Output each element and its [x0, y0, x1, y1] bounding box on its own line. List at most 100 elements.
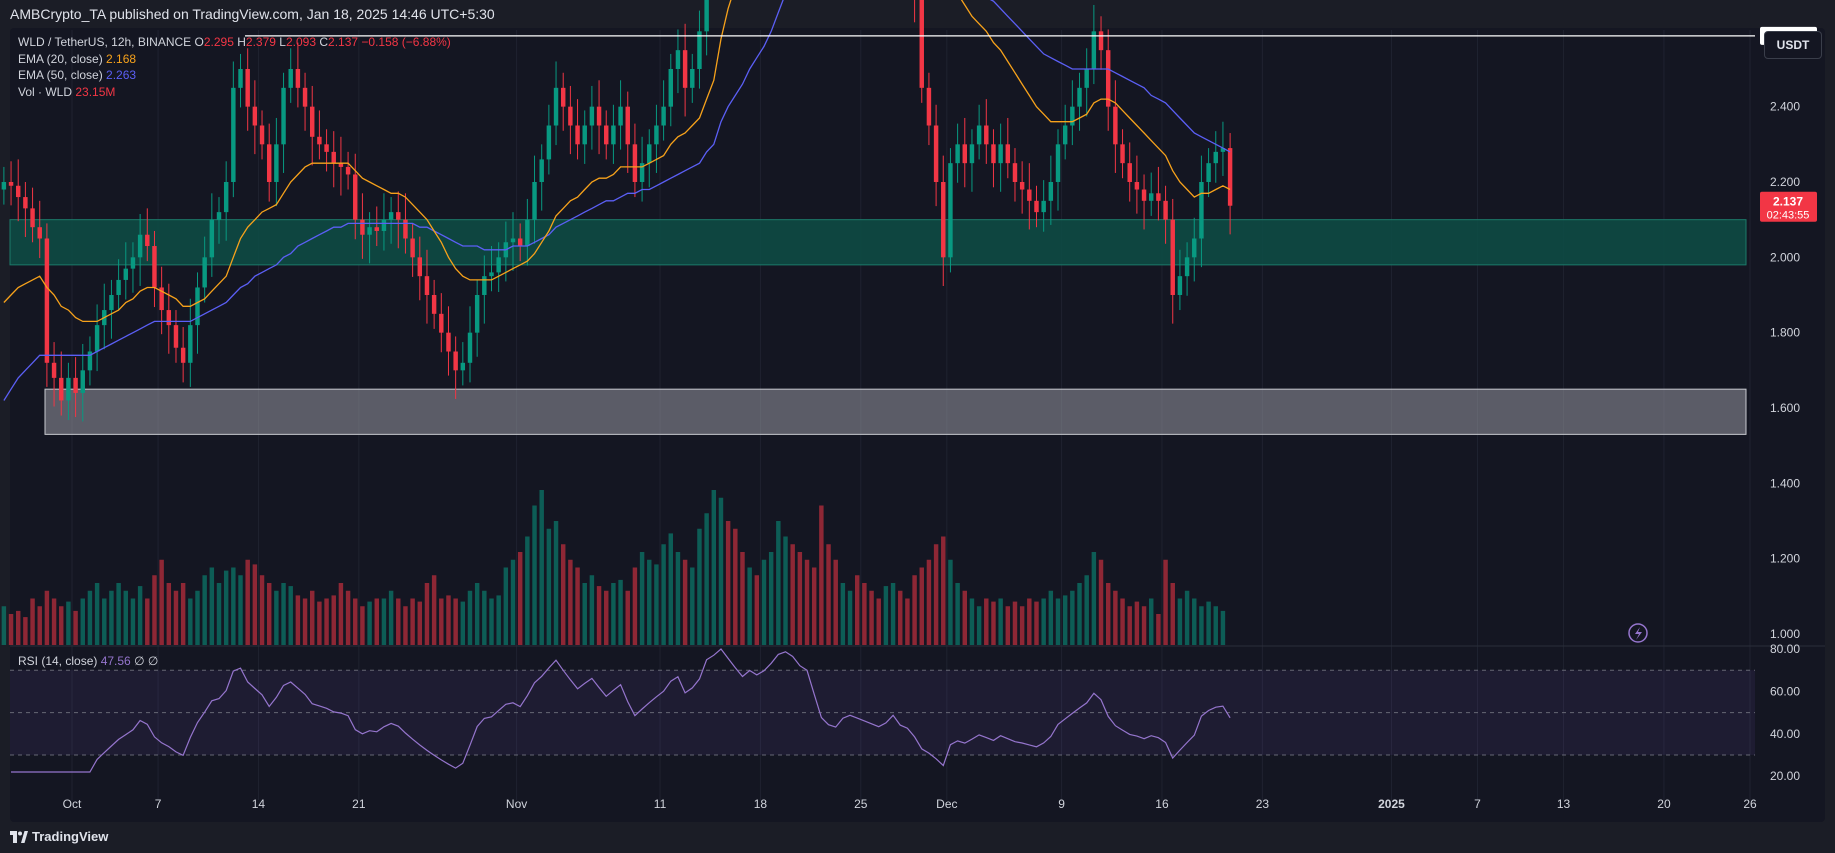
- candle-body: [317, 136, 322, 145]
- candle-body: [80, 370, 85, 393]
- volume-bar: [44, 590, 50, 645]
- candle-body: [589, 106, 595, 126]
- candle: [252, 80, 258, 155]
- candle-body: [209, 219, 215, 258]
- volume-bar: [575, 567, 580, 645]
- candle-body: [37, 227, 42, 239]
- volume-bar: [611, 583, 616, 645]
- volume-bar: [388, 590, 394, 645]
- volume-bar: [1213, 606, 1218, 645]
- candle: [238, 53, 243, 108]
- candle-body: [510, 238, 516, 243]
- candle-body: [955, 144, 960, 164]
- candle: [202, 236, 207, 303]
- candle-body: [675, 50, 681, 69]
- price-tick-label: 1.400: [1770, 476, 1800, 490]
- candle: [1, 166, 7, 205]
- candle-body: [919, 0, 924, 88]
- candle: [137, 214, 143, 286]
- candle-body: [1005, 144, 1011, 164]
- time-axis[interactable]: Oct 7 14 21 Nov 11 18 25 Dec 9 16 23 2025 7 13 20 26: [63, 797, 1757, 811]
- volume-bar: [589, 575, 595, 645]
- volume-bar: [1098, 559, 1104, 645]
- volume-bar: [962, 590, 968, 645]
- volume-bar: [474, 583, 480, 645]
- candle: [1213, 131, 1218, 183]
- volume-bar: [1027, 598, 1032, 645]
- candle-body: [962, 144, 968, 164]
- candle-body: [568, 106, 573, 126]
- publish-info: AMBCrypto_TA published on TradingView.co…: [0, 0, 1835, 28]
- ema20-row[interactable]: EMA (20, close) 2.168: [18, 51, 451, 68]
- candle-body: [252, 106, 258, 126]
- candle: [1055, 129, 1061, 211]
- volume-bar: [30, 598, 35, 645]
- volume-bar: [733, 528, 738, 645]
- volume-bar: [1091, 552, 1097, 645]
- volume-bar: [374, 598, 379, 645]
- rsi-axis[interactable]: 80.00 60.00 40.00 20.00: [1770, 642, 1800, 783]
- volume-bar: [489, 598, 494, 645]
- candle-body: [274, 144, 279, 182]
- volume-row[interactable]: Vol · WLD 23.15M: [18, 84, 451, 101]
- candle: [453, 336, 458, 399]
- candle: [1177, 249, 1183, 311]
- volume-bar: [453, 598, 458, 645]
- price-axis[interactable]: 4.0003.8003.6003.4003.2003.0002.8002.400…: [1770, 0, 1800, 641]
- candle: [59, 351, 64, 416]
- volume-bar: [51, 598, 57, 645]
- candle: [288, 48, 293, 103]
- low-value: 2.093: [285, 35, 317, 49]
- candle-body: [195, 287, 200, 326]
- candle-body: [969, 144, 975, 164]
- candle: [439, 293, 444, 353]
- candle: [1105, 29, 1111, 131]
- ema50-row[interactable]: EMA (50, close) 2.263: [18, 67, 451, 84]
- volume-bar: [876, 598, 881, 645]
- candle-body: [704, 0, 709, 32]
- currency-selector[interactable]: USDT: [1764, 31, 1822, 59]
- rsi-legend[interactable]: RSI (14, close) 47.56 ∅ ∅: [18, 654, 158, 668]
- volume-bar: [948, 559, 953, 645]
- candle-body: [582, 125, 587, 145]
- candle: [360, 193, 365, 259]
- candle: [682, 23, 688, 117]
- candle: [73, 357, 78, 418]
- volume-bar: [697, 528, 702, 645]
- symbol-row[interactable]: WLD / TetherUS, 12h, BINANCE O2.295 H2.3…: [18, 34, 451, 51]
- candle-body: [525, 219, 530, 247]
- candle: [195, 272, 200, 354]
- volume-bar: [740, 552, 745, 645]
- volume-bar: [1105, 583, 1111, 645]
- footer[interactable]: TradingView: [10, 826, 108, 848]
- time-tick-label: 21: [352, 797, 366, 811]
- time-tick-label: 26: [1743, 797, 1757, 811]
- volume-bar: [381, 598, 387, 645]
- candle-body: [374, 227, 379, 231]
- volume-bar: [539, 490, 544, 645]
- candle-body: [259, 125, 265, 145]
- volume-bar: [439, 598, 444, 645]
- candle-body: [245, 68, 250, 107]
- volume-bar: [403, 606, 408, 645]
- candle-body: [618, 106, 623, 126]
- volume-bar: [804, 559, 810, 645]
- candle: [625, 91, 630, 173]
- volume-bar: [317, 601, 322, 645]
- time-tick-label: Nov: [506, 797, 527, 811]
- time-tick-label: 23: [1256, 797, 1270, 811]
- ema50-value: 2.263: [106, 68, 137, 82]
- candle: [1012, 148, 1018, 202]
- time-tick-label: 13: [1557, 797, 1571, 811]
- candle: [690, 53, 695, 103]
- volume-bar: [604, 590, 609, 645]
- candle-body: [145, 234, 150, 247]
- volume-bar: [854, 575, 860, 645]
- candle-body: [188, 325, 193, 363]
- publish-text: AMBCrypto_TA published on TradingView.co…: [10, 6, 495, 22]
- candle-body: [424, 276, 430, 295]
- candle: [317, 110, 322, 160]
- candle: [381, 193, 387, 251]
- candle: [30, 187, 35, 243]
